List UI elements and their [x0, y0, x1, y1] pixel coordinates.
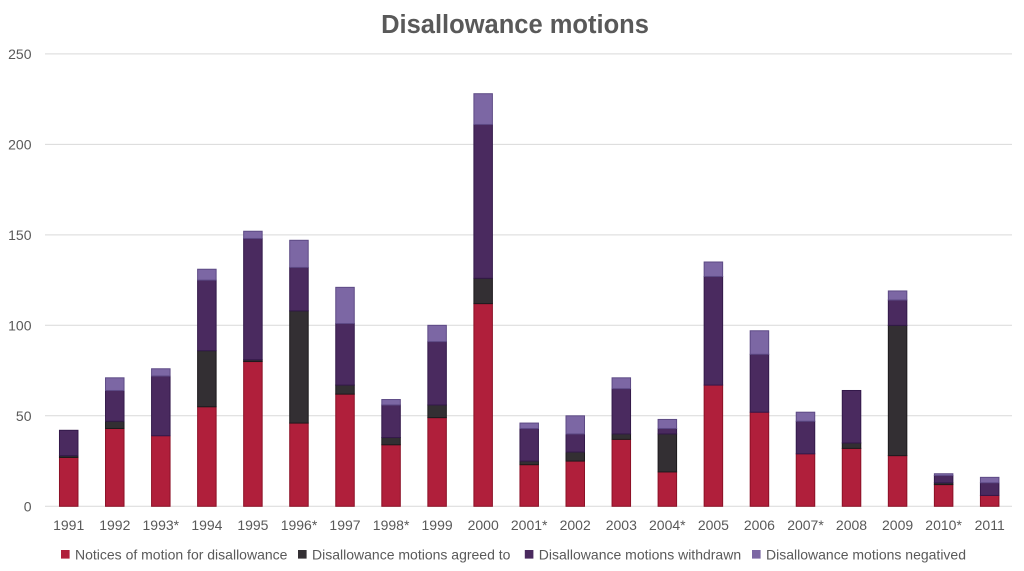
svg-text:1995: 1995	[237, 517, 268, 533]
svg-text:1999: 1999	[422, 517, 453, 533]
svg-text:1996*: 1996*	[281, 517, 318, 533]
svg-text:50: 50	[16, 408, 32, 424]
svg-text:200: 200	[8, 136, 32, 152]
svg-text:1992: 1992	[99, 517, 130, 533]
svg-text:Disallowance motions negatived: Disallowance motions negatived	[766, 547, 966, 563]
svg-text:1997: 1997	[329, 517, 360, 533]
svg-text:1998*: 1998*	[373, 517, 410, 533]
svg-text:2001*: 2001*	[511, 517, 548, 533]
svg-text:2008: 2008	[836, 517, 867, 533]
svg-text:2000: 2000	[468, 517, 499, 533]
svg-text:0: 0	[24, 498, 32, 514]
svg-text:2002: 2002	[560, 517, 591, 533]
svg-text:1991: 1991	[53, 517, 84, 533]
svg-text:Disallowance motions agreed to: Disallowance motions agreed to	[312, 547, 511, 563]
svg-text:2005: 2005	[698, 517, 729, 533]
svg-text:150: 150	[8, 227, 32, 243]
svg-text:2011: 2011	[975, 517, 1005, 533]
svg-text:250: 250	[8, 46, 32, 62]
svg-text:2010*: 2010*	[925, 517, 962, 533]
svg-text:1994: 1994	[191, 517, 222, 533]
svg-text:Notices of motion for disallow: Notices of motion for disallowance	[75, 547, 288, 563]
svg-text:Disallowance motions withdrawn: Disallowance motions withdrawn	[539, 547, 741, 563]
svg-text:Disallowance motions: Disallowance motions	[381, 11, 649, 39]
svg-text:100: 100	[8, 317, 32, 333]
svg-text:2007*: 2007*	[787, 517, 824, 533]
svg-text:2003: 2003	[606, 517, 637, 533]
svg-text:1993*: 1993*	[143, 517, 180, 533]
svg-text:2009: 2009	[882, 517, 913, 533]
svg-text:2006: 2006	[744, 517, 775, 533]
svg-text:2004*: 2004*	[649, 517, 686, 533]
